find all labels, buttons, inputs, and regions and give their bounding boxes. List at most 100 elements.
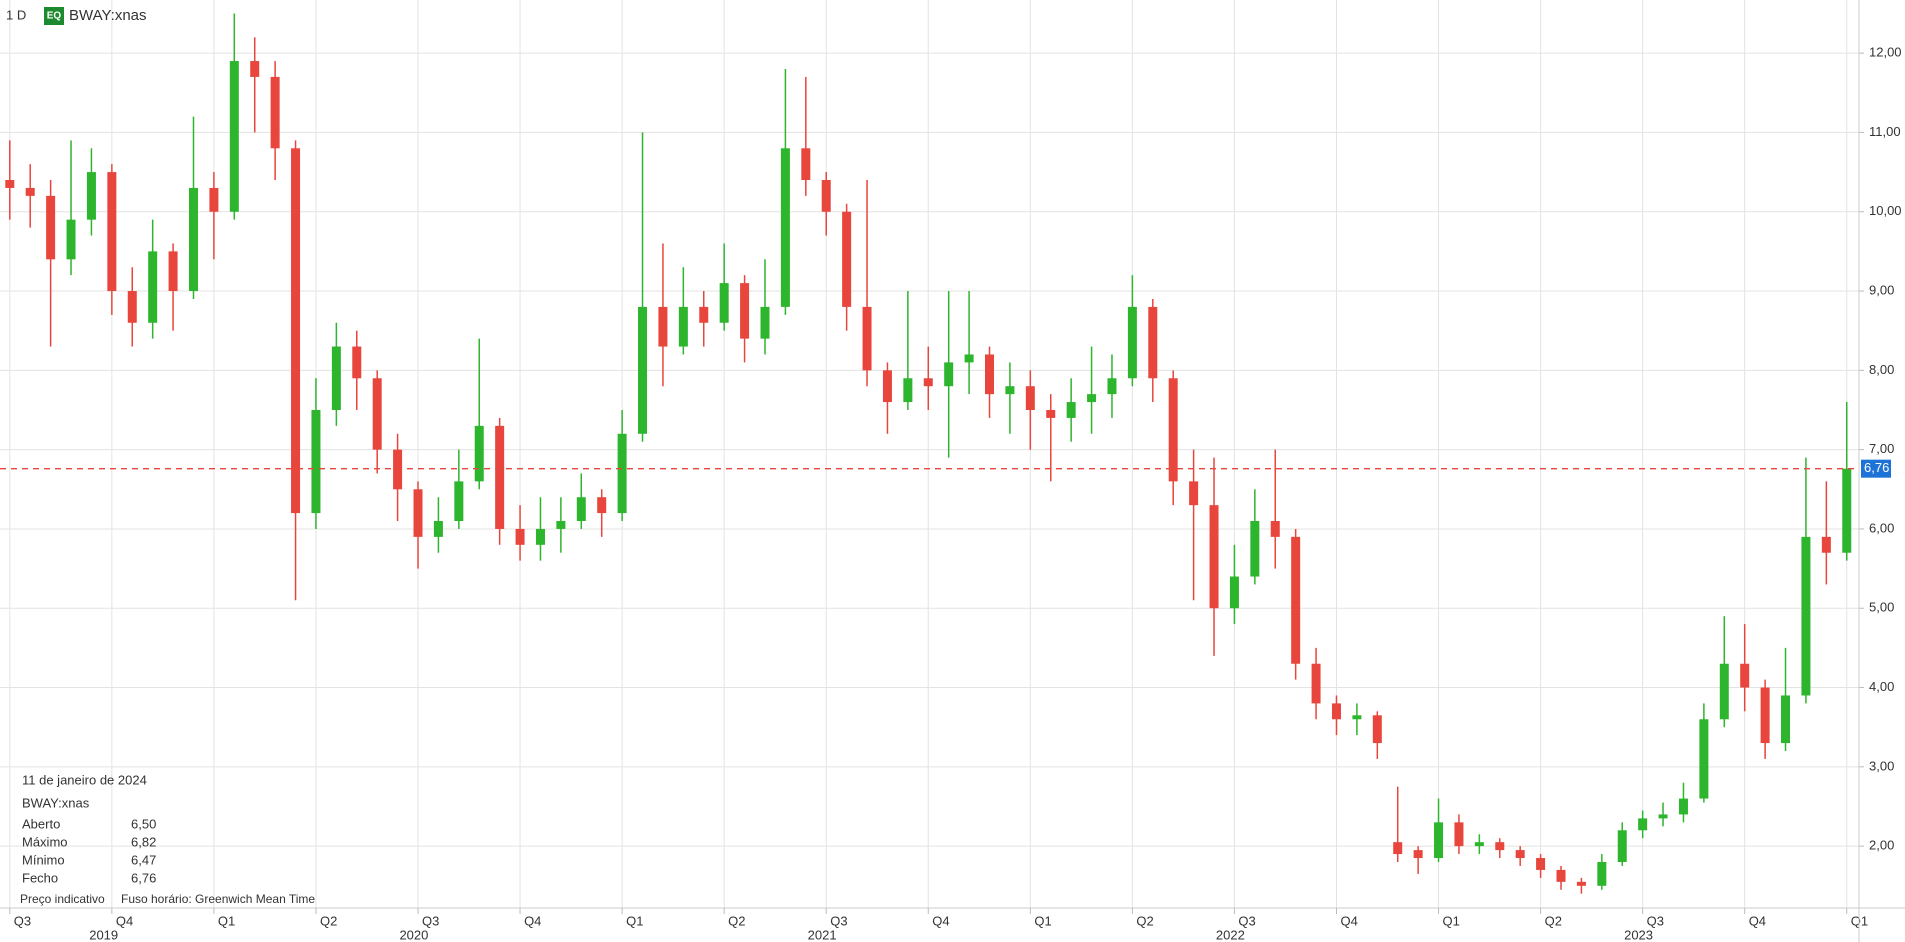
x-tick-label: Q1 (1034, 913, 1051, 928)
footer-note: Fuso horário: Greenwich Mean Time (121, 892, 315, 906)
candle-body (801, 148, 811, 181)
year-label: 2020 (399, 927, 428, 942)
x-tick-label: Q4 (1340, 913, 1357, 928)
x-tick-label: Q3 (422, 913, 439, 928)
candle-body (597, 497, 607, 514)
candle-body (372, 378, 382, 450)
candle-body (699, 306, 709, 323)
candle-body (1658, 814, 1668, 819)
candle-body (311, 409, 321, 514)
candle-body (1352, 715, 1362, 720)
candle-body (1025, 386, 1035, 410)
candle-body (882, 370, 892, 403)
x-tick-label: Q1 (626, 913, 643, 928)
candle-body (1576, 881, 1586, 886)
info-value: 6,82 (131, 834, 156, 849)
y-tick-label: 10,00 (1869, 203, 1902, 218)
candle-body (617, 433, 627, 514)
last-price-box (1861, 459, 1891, 478)
candle-body (168, 251, 178, 292)
candle-body (433, 521, 443, 537)
x-tick-label: Q3 (1647, 913, 1664, 928)
candle-body (5, 180, 15, 188)
candle-body (148, 251, 158, 323)
x-tick-label: Q2 (320, 913, 337, 928)
candle-body (66, 219, 76, 260)
candle-body (127, 291, 137, 323)
info-value: 6,47 (131, 852, 156, 867)
x-tick-label: Q3 (1238, 913, 1255, 928)
info-label: Fecho (22, 870, 58, 885)
candle-body (944, 362, 954, 387)
candle-body (1311, 663, 1321, 704)
x-tick-label: Q3 (14, 913, 31, 928)
info-label: Aberto (22, 816, 60, 831)
y-tick-label: 12,00 (1869, 45, 1902, 60)
candle-body (1515, 850, 1525, 859)
candle-body (1699, 719, 1709, 799)
candle-body (1107, 378, 1117, 395)
candle-body (1372, 715, 1382, 744)
candle-body (1597, 862, 1607, 886)
candle-body (413, 489, 423, 537)
candle-body (454, 481, 464, 522)
candle-body (107, 172, 117, 292)
y-tick-label: 2,00 (1869, 838, 1894, 853)
x-tick-label: Q2 (1136, 913, 1153, 928)
y-tick-label: 5,00 (1869, 600, 1894, 615)
candle-body (495, 425, 505, 529)
candle-body (1495, 842, 1505, 851)
candle-body (209, 187, 219, 212)
candle-body (1719, 663, 1729, 720)
candle-body (1413, 850, 1423, 859)
candle-body (780, 148, 790, 307)
candle-body (1189, 481, 1199, 506)
candle-body (760, 306, 770, 339)
candle-body (1474, 842, 1484, 847)
candle-body (1250, 521, 1260, 577)
chart-title: BWAY:xnas (69, 7, 147, 24)
y-tick-label: 7,00 (1869, 441, 1894, 456)
candle-body (903, 378, 913, 403)
y-tick-label: 9,00 (1869, 282, 1894, 297)
y-tick-label: 3,00 (1869, 758, 1894, 773)
x-tick-label: Q2 (728, 913, 745, 928)
candle-body (1168, 378, 1178, 482)
x-tick-label: Q1 (218, 913, 235, 928)
candle-body (1536, 858, 1546, 870)
year-label: 2022 (1216, 927, 1245, 942)
candle-body (678, 306, 688, 347)
candle-body (1148, 306, 1158, 379)
candle-body (1291, 536, 1301, 664)
info-label: Mínimo (22, 852, 65, 867)
candle-body (535, 528, 545, 545)
x-tick-label: Q2 (1545, 913, 1562, 928)
candle-body (576, 497, 586, 522)
x-tick-label: Q1 (1443, 913, 1460, 928)
x-tick-label: Q4 (116, 913, 133, 928)
candle-body (331, 346, 341, 410)
candle-body (1740, 663, 1750, 688)
candle-body (474, 425, 484, 482)
last-price-label: 6,76 (1864, 460, 1889, 475)
year-label: 2019 (89, 927, 118, 942)
candle-body (658, 306, 668, 347)
badge: EQ (47, 11, 62, 22)
info-symbol: BWAY:xnas (22, 795, 90, 810)
badge-box (44, 7, 64, 25)
info-date: 11 de janeiro de 2024 (22, 772, 147, 787)
candle-body (1005, 386, 1015, 395)
y-tick-label: 6,00 (1869, 520, 1894, 535)
candle-body (556, 521, 566, 529)
candle-body (352, 346, 362, 379)
x-tick-label: Q4 (524, 913, 541, 928)
year-label: 2021 (808, 927, 837, 942)
info-value: 6,76 (131, 870, 156, 885)
candle-body (964, 354, 974, 363)
candle-body (229, 61, 239, 212)
candle-body (1617, 830, 1627, 863)
candle-body (1270, 521, 1280, 537)
candle-body (393, 449, 403, 490)
